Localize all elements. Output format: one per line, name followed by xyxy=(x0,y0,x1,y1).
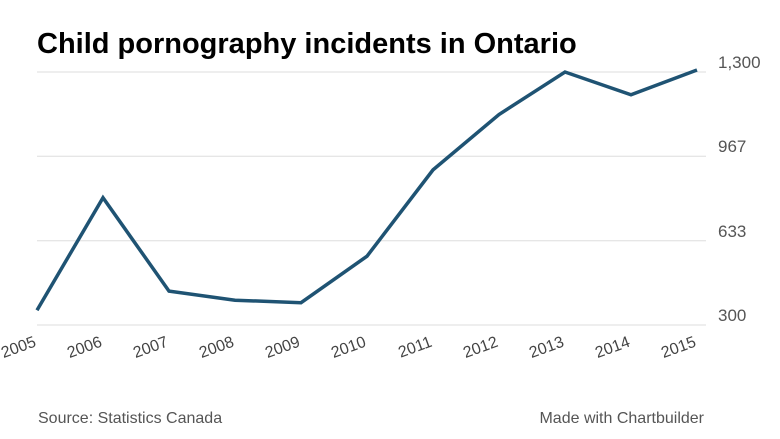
source-note: Source: Statistics Canada xyxy=(38,410,223,427)
x-tick-label: 2015 xyxy=(659,334,698,362)
credit-note: Made with Chartbuilder xyxy=(539,410,704,427)
x-tick-label: 2005 xyxy=(0,334,38,362)
gridlines xyxy=(37,71,706,326)
x-tick-label: 2010 xyxy=(329,334,368,362)
y-tick-label: 300 xyxy=(718,306,746,325)
y-tick-label: 633 xyxy=(718,222,746,241)
x-tick-label: 2014 xyxy=(593,334,632,362)
x-axis-ticks: 2005 2006 2007 2008 2009 2010 2011 2012 2013 2014… xyxy=(0,334,698,362)
x-tick-label: 2011 xyxy=(396,334,434,362)
y-tick-label: 967 xyxy=(718,137,746,156)
x-tick-label: 2012 xyxy=(461,334,500,362)
x-tick-label: 2008 xyxy=(197,334,236,362)
x-tick-label: 2013 xyxy=(527,334,566,362)
chart-title: Child pornography incidents in Ontario xyxy=(37,28,577,60)
x-tick-label: 2009 xyxy=(263,334,302,362)
y-axis-ticks: 300 633 967 1,300 xyxy=(718,53,761,325)
series-line xyxy=(35,68,698,312)
series-lines xyxy=(35,68,698,312)
x-tick-label: 2007 xyxy=(131,334,170,362)
x-tick-label: 2006 xyxy=(65,334,104,362)
y-tick-label: 1,300 xyxy=(718,53,761,72)
